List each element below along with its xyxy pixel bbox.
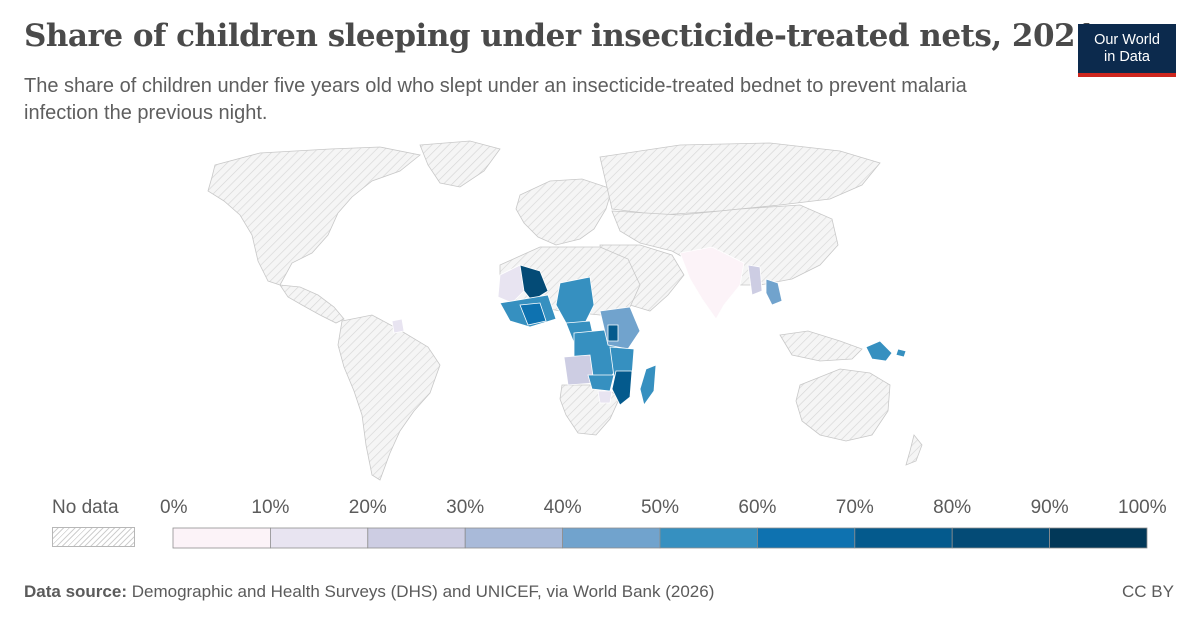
- no-data-regions: [207, 140, 923, 481]
- region-uganda: [607, 324, 619, 342]
- legend-bin-5[interactable]: [562, 527, 661, 549]
- legend-tick-3: 30%: [446, 497, 485, 518]
- legend-tick-7: 70%: [835, 497, 874, 518]
- logo-line-2: in Data: [1104, 49, 1150, 65]
- legend-bin-1[interactable]: [172, 527, 271, 549]
- region-zimbabwe: [597, 390, 613, 404]
- legend-bin-3[interactable]: [367, 527, 466, 549]
- legend-tick-6: 60%: [738, 497, 777, 518]
- legend-tick-9: 90%: [1030, 497, 1069, 518]
- legend-tick-5: 50%: [640, 497, 680, 518]
- south-america: [337, 314, 441, 481]
- owid-logo[interactable]: Our World in Data: [1078, 24, 1176, 77]
- north-america: [207, 146, 421, 286]
- world-map[interactable]: [0, 135, 1200, 490]
- legend-bin-8[interactable]: [854, 527, 953, 549]
- region-solomon: [895, 348, 907, 358]
- data-source-text[interactable]: Demographic and Health Surveys (DHS) and…: [131, 582, 715, 601]
- data-source-label: Data source:: [24, 582, 127, 601]
- data-regions: [391, 246, 907, 406]
- region-west-sahel: [497, 264, 525, 304]
- region-myanmar: [747, 264, 763, 296]
- greenland: [419, 140, 501, 188]
- legend-tick-0: 0%: [160, 497, 188, 518]
- legend-bin-9[interactable]: [951, 527, 1051, 549]
- region-south-asia: [679, 246, 745, 320]
- region-papua-new-guinea: [865, 340, 893, 362]
- legend-tick-8: 80%: [933, 497, 972, 518]
- europe: [515, 178, 613, 246]
- legend-bin-2[interactable]: [270, 527, 369, 549]
- central-america: [279, 284, 345, 324]
- australia: [795, 368, 891, 442]
- region-guyana: [391, 318, 405, 334]
- license[interactable]: CC BY: [1122, 582, 1174, 601]
- data-source: Data source: Demographic and Health Surv…: [24, 582, 714, 602]
- legend-no-data-swatch[interactable]: [52, 527, 135, 547]
- legend-bin-7[interactable]: [757, 527, 856, 549]
- southeast-asia: [779, 330, 863, 362]
- legend-no-data-label: No data: [52, 497, 119, 518]
- legend-bin-4[interactable]: [464, 527, 564, 549]
- region-madagascar: [639, 364, 657, 406]
- russia: [599, 142, 881, 216]
- legend-bin-10[interactable]: [1049, 527, 1148, 549]
- legend-tick-4: 40%: [543, 497, 582, 518]
- chart-title: Share of children sleeping under insecti…: [24, 18, 1097, 54]
- legend-color-scale[interactable]: [172, 527, 1148, 549]
- region-mekong: [765, 278, 783, 306]
- legend-tick-2: 20%: [348, 497, 387, 518]
- legend-tick-1: 10%: [251, 497, 290, 518]
- region-niger-nigeria: [555, 276, 595, 326]
- region-zambia: [587, 374, 615, 392]
- central-east-asia: [611, 204, 839, 286]
- region-mozambique: [611, 370, 633, 406]
- legend-bin-6[interactable]: [659, 527, 758, 549]
- chart-subtitle: The share of children under five years o…: [24, 75, 967, 124]
- legend-tick-10: 100%: [1118, 497, 1167, 518]
- region-gulf-guinea: [519, 302, 547, 326]
- new-zealand: [905, 434, 923, 466]
- logo-line-1: Our World: [1094, 32, 1160, 48]
